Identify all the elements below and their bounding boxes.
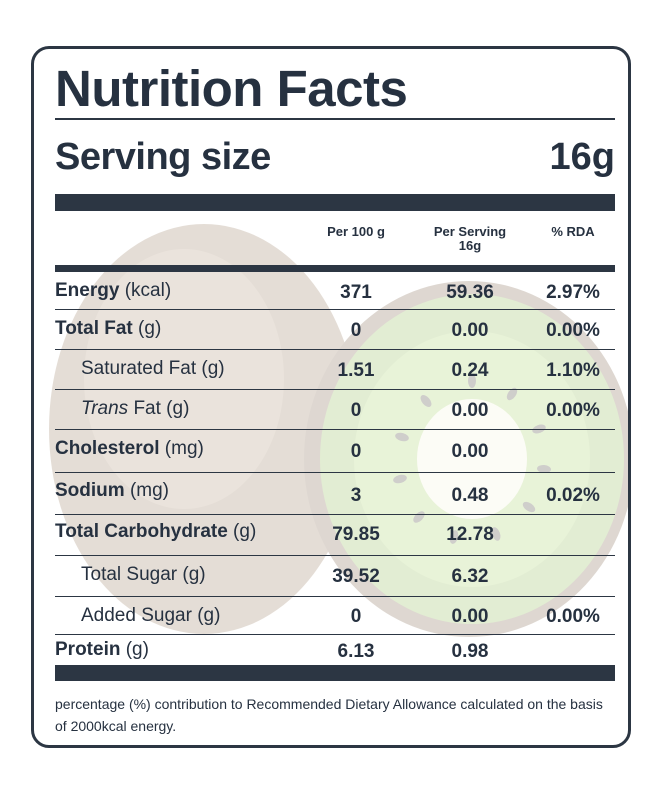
nutrient-row-total-sugar: Total Sugar (g) 39.52 6.32 bbox=[55, 556, 615, 597]
nutrient-name: Energy (kcal) bbox=[55, 280, 172, 301]
row-divider bbox=[55, 555, 615, 556]
bottom-divider-bar bbox=[55, 665, 615, 681]
value-per-serving: 0.00 bbox=[451, 441, 489, 462]
nutrient-row-protein: Protein (g) 6.13 0.98 bbox=[55, 635, 615, 665]
serving-size-value: 16g bbox=[549, 136, 615, 178]
value-per-100g: 0 bbox=[350, 441, 362, 462]
row-divider bbox=[55, 309, 615, 310]
value-per-serving: 0.98 bbox=[451, 641, 489, 662]
header-divider-bar bbox=[55, 265, 615, 272]
value-per-100g: 6.13 bbox=[337, 641, 375, 662]
nutrient-name: Total Sugar (g) bbox=[81, 564, 206, 585]
nutrient-name: Saturated Fat (g) bbox=[81, 358, 225, 379]
top-divider-bar bbox=[55, 194, 615, 211]
row-divider bbox=[55, 634, 615, 635]
nutrient-name: Total Fat (g) bbox=[55, 318, 162, 339]
value-per-100g: 39.52 bbox=[332, 566, 380, 587]
row-divider bbox=[55, 472, 615, 473]
row-divider bbox=[55, 349, 615, 350]
value-per-serving: 0.00 bbox=[451, 400, 489, 421]
value-per-serving: 6.32 bbox=[451, 566, 489, 587]
row-divider bbox=[55, 429, 615, 430]
nutrition-facts-label: Nutrition Facts Serving size 16g Per 100… bbox=[31, 46, 631, 748]
value-rda: 2.97% bbox=[546, 282, 600, 303]
column-header-rda: % RDA bbox=[551, 224, 595, 239]
nutrient-name: Sodium (mg) bbox=[55, 480, 169, 501]
value-per-serving: 0.00 bbox=[451, 320, 489, 341]
value-per-100g: 1.51 bbox=[337, 360, 375, 381]
column-header-per-100g: Per 100 g bbox=[327, 224, 385, 239]
value-per-100g: 0 bbox=[350, 606, 362, 627]
column-header-per-serving-line2: 16g bbox=[458, 238, 482, 253]
value-per-100g: 371 bbox=[340, 282, 372, 303]
kiwi-background-image bbox=[49, 224, 628, 637]
value-rda: 0.00% bbox=[546, 400, 600, 421]
nutrient-row-sodium: Sodium (mg) 3 0.48 0.02% bbox=[55, 473, 615, 515]
nutrient-row-added-sugar: Added Sugar (g) 0 0.00 0.00% bbox=[55, 597, 615, 635]
nutrient-row-total-carbohydrate: Total Carbohydrate (g) 79.85 12.78 bbox=[55, 515, 615, 556]
value-per-serving: 0.00 bbox=[451, 606, 489, 627]
value-rda: 0.00% bbox=[546, 320, 600, 341]
column-header-per-serving: Per Serving 16g bbox=[415, 225, 525, 253]
value-rda: 1.10% bbox=[546, 360, 600, 381]
nutrient-name: Protein (g) bbox=[55, 639, 149, 660]
value-rda: 0.00% bbox=[546, 606, 600, 627]
row-divider bbox=[55, 514, 615, 515]
nutrient-name: Cholesterol (mg) bbox=[55, 438, 204, 459]
serving-size-label: Serving size bbox=[55, 136, 271, 178]
nutrient-row-total-fat: Total Fat (g) 0 0.00 0.00% bbox=[55, 310, 615, 350]
value-per-serving: 0.24 bbox=[451, 360, 489, 381]
nutrient-row-trans-fat: Trans Fat (g) 0 0.00 0.00% bbox=[55, 390, 615, 430]
label-title: Nutrition Facts bbox=[55, 60, 408, 117]
column-header-per-serving-line1: Per Serving bbox=[433, 224, 507, 239]
nutrient-row-saturated-fat: Saturated Fat (g) 1.51 0.24 1.10% bbox=[55, 350, 615, 390]
row-divider bbox=[55, 389, 615, 390]
nutrient-name: Total Carbohydrate (g) bbox=[55, 521, 257, 542]
value-per-serving: 12.78 bbox=[446, 524, 494, 545]
title-divider bbox=[55, 118, 615, 120]
nutrient-name: Trans Fat (g) bbox=[81, 398, 190, 419]
value-per-100g: 3 bbox=[350, 485, 362, 506]
nutrient-row-energy: Energy (kcal) 371 59.36 2.97% bbox=[55, 272, 615, 310]
value-per-serving: 59.36 bbox=[446, 282, 494, 303]
nutrient-row-cholesterol: Cholesterol (mg) 0 0.00 bbox=[55, 430, 615, 473]
value-per-100g: 0 bbox=[350, 400, 362, 421]
rda-footnote: percentage (%) contribution to Recommend… bbox=[55, 696, 603, 734]
value-per-serving: 0.48 bbox=[451, 485, 489, 506]
value-per-100g: 0 bbox=[350, 320, 362, 341]
value-rda: 0.02% bbox=[546, 485, 600, 506]
nutrient-name: Added Sugar (g) bbox=[81, 605, 221, 626]
row-divider bbox=[55, 596, 615, 597]
value-per-100g: 79.85 bbox=[332, 524, 380, 545]
